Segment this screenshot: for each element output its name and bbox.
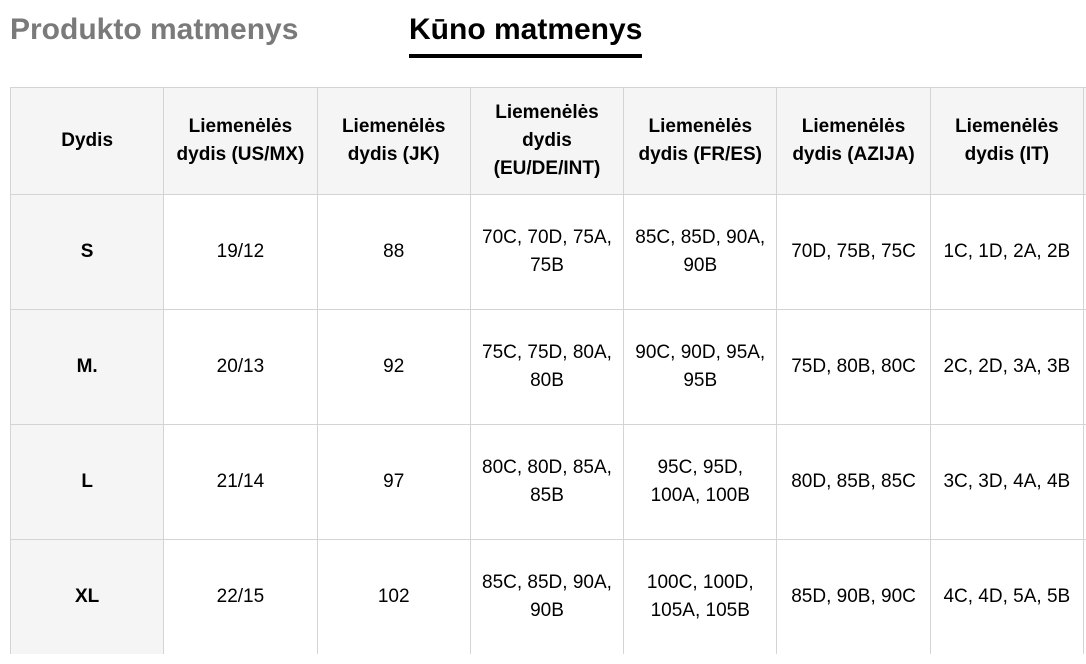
table-cell: 80C, 80D, 85A, 85B bbox=[469, 424, 625, 540]
table-cell: 97 bbox=[316, 424, 471, 540]
size-cell: XL bbox=[10, 539, 165, 654]
table-cell: 95C, 95D, 100A, 100B bbox=[623, 424, 778, 540]
table-cell: 75C, 75D, 80A, 80B bbox=[469, 309, 625, 425]
table-header-row: Dydis Liemenėlės dydis (US/MX) Liemenėlė… bbox=[10, 87, 1086, 195]
table-cell: 21/14 bbox=[163, 424, 318, 540]
tab-body-dimensions-label: Kūno matmenys bbox=[409, 13, 643, 46]
table-cell: 102 bbox=[316, 539, 471, 654]
table-cell: 3C, 3D, 4A, 4B bbox=[929, 424, 1084, 540]
table-row: S 19/12 88 70C, 70D, 75A, 75B 85C, 85D, … bbox=[10, 194, 1086, 310]
table-cell: 75D, 80B, 80C bbox=[776, 309, 931, 425]
table-row: M. 20/13 92 75C, 75D, 80A, 80B 90C, 90D,… bbox=[10, 309, 1086, 425]
column-header-it: Liemenėlės dydis (IT) bbox=[929, 87, 1084, 195]
tab-body-dimensions[interactable]: Kūno matmenys bbox=[409, 12, 643, 58]
active-tab-underline bbox=[409, 54, 643, 58]
table-cell: 100C, 100D, 105A, 105B bbox=[623, 539, 778, 654]
table-row: L 21/14 97 80C, 80D, 85A, 85B 95C, 95D, … bbox=[10, 424, 1086, 540]
table-cell-overflow bbox=[1082, 539, 1086, 654]
table-cell: 88 bbox=[316, 194, 471, 310]
table-row: XL 22/15 102 85C, 85D, 90A, 90B 100C, 10… bbox=[10, 539, 1086, 654]
table-cell: 92 bbox=[316, 309, 471, 425]
table-cell: 85D, 90B, 90C bbox=[776, 539, 931, 654]
column-header-size: Dydis bbox=[10, 87, 165, 195]
table-cell: 1C, 1D, 2A, 2B bbox=[929, 194, 1084, 310]
table-cell: 85C, 85D, 90A, 90B bbox=[623, 194, 778, 310]
table-cell: 70D, 75B, 75C bbox=[776, 194, 931, 310]
table-cell: 20/13 bbox=[163, 309, 318, 425]
size-cell: M. bbox=[10, 309, 165, 425]
table-cell: 85C, 85D, 90A, 90B bbox=[469, 539, 625, 654]
table-cell: 22/15 bbox=[163, 539, 318, 654]
size-cell: L bbox=[10, 424, 165, 540]
table-cell: 70C, 70D, 75A, 75B bbox=[469, 194, 625, 310]
column-header-uk: Liemenėlės dydis (JK) bbox=[316, 87, 471, 195]
column-header-fr-es: Liemenėlės dydis (FR/ES) bbox=[623, 87, 778, 195]
table-cell: 19/12 bbox=[163, 194, 318, 310]
tab-product-dimensions[interactable]: Produkto matmenys bbox=[10, 13, 299, 46]
table-cell: 80D, 85B, 85C bbox=[776, 424, 931, 540]
size-tabs: Produkto matmenys Kūno matmenys bbox=[0, 0, 1086, 70]
column-header-eu: Liemenėlės dydis (EU/DE/INT) bbox=[469, 87, 625, 195]
table-cell: 90C, 90D, 95A, 95B bbox=[623, 309, 778, 425]
size-chart-container: Dydis Liemenėlės dydis (US/MX) Liemenėlė… bbox=[10, 87, 1086, 654]
column-header-us-mx: Liemenėlės dydis (US/MX) bbox=[163, 87, 318, 195]
column-header-asia: Liemenėlės dydis (AZIJA) bbox=[776, 87, 931, 195]
size-chart-table: Dydis Liemenėlės dydis (US/MX) Liemenėlė… bbox=[10, 87, 1086, 654]
table-cell: 2C, 2D, 3A, 3B bbox=[929, 309, 1084, 425]
table-cell: 4C, 4D, 5A, 5B bbox=[929, 539, 1084, 654]
size-cell: S bbox=[10, 194, 165, 310]
